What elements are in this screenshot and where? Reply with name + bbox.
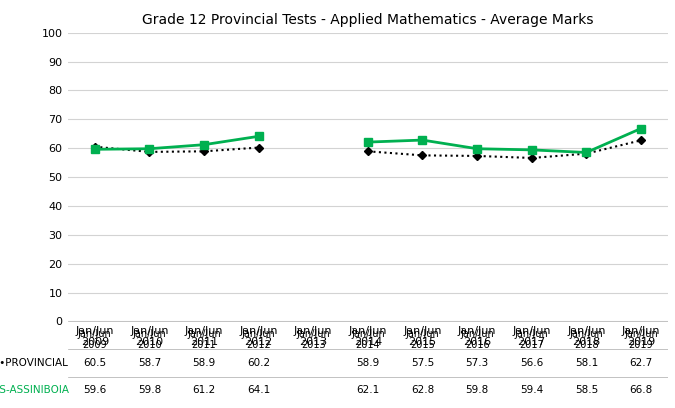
Text: 62.8: 62.8	[411, 385, 434, 395]
Text: 56.6: 56.6	[520, 358, 543, 368]
Text: 61.2: 61.2	[192, 385, 215, 395]
Text: 57.3: 57.3	[466, 358, 489, 368]
Text: ♦•PROVINCIAL: ♦•PROVINCIAL	[0, 358, 69, 368]
Text: 58.9: 58.9	[192, 358, 215, 368]
Text: 58.7: 58.7	[138, 358, 161, 368]
Text: Jan/Jun
2009: Jan/Jun 2009	[78, 329, 111, 350]
Text: 59.6: 59.6	[83, 385, 107, 395]
Text: 62.1: 62.1	[356, 385, 379, 395]
Text: 66.8: 66.8	[629, 385, 653, 395]
Text: 62.7: 62.7	[629, 358, 653, 368]
Text: Jan/Jun
2015: Jan/Jun 2015	[406, 329, 439, 350]
Text: Jan/Jun
2010: Jan/Jun 2010	[132, 329, 166, 350]
Text: 64.1: 64.1	[247, 385, 270, 395]
Text: 60.2: 60.2	[247, 358, 270, 368]
Text: Jan/Jun
2019: Jan/Jun 2019	[624, 329, 658, 350]
Text: 58.5: 58.5	[574, 385, 598, 395]
Text: 59.4: 59.4	[520, 385, 543, 395]
Text: 59.8: 59.8	[466, 385, 489, 395]
Title: Grade 12 Provincial Tests - Applied Mathematics - Average Marks: Grade 12 Provincial Tests - Applied Math…	[142, 13, 593, 27]
Text: 57.5: 57.5	[411, 358, 434, 368]
Text: ■•ST. JAMES-ASSINIBOIA: ■•ST. JAMES-ASSINIBOIA	[0, 385, 69, 395]
Text: Jan/Jun
2013: Jan/Jun 2013	[296, 329, 330, 350]
Text: Jan/Jun
2011: Jan/Jun 2011	[187, 329, 221, 350]
Text: Jan/Jun
2014: Jan/Jun 2014	[351, 329, 385, 350]
Text: 59.8: 59.8	[138, 385, 161, 395]
Text: Jan/Jun
2012: Jan/Jun 2012	[242, 329, 275, 350]
Text: 60.5: 60.5	[83, 358, 107, 368]
Text: 58.9: 58.9	[356, 358, 379, 368]
Text: Jan/Jun
2017: Jan/Jun 2017	[515, 329, 549, 350]
Text: 58.1: 58.1	[574, 358, 598, 368]
Text: Jan/Jun
2016: Jan/Jun 2016	[460, 329, 494, 350]
Text: Jan/Jun
2018: Jan/Jun 2018	[570, 329, 603, 350]
